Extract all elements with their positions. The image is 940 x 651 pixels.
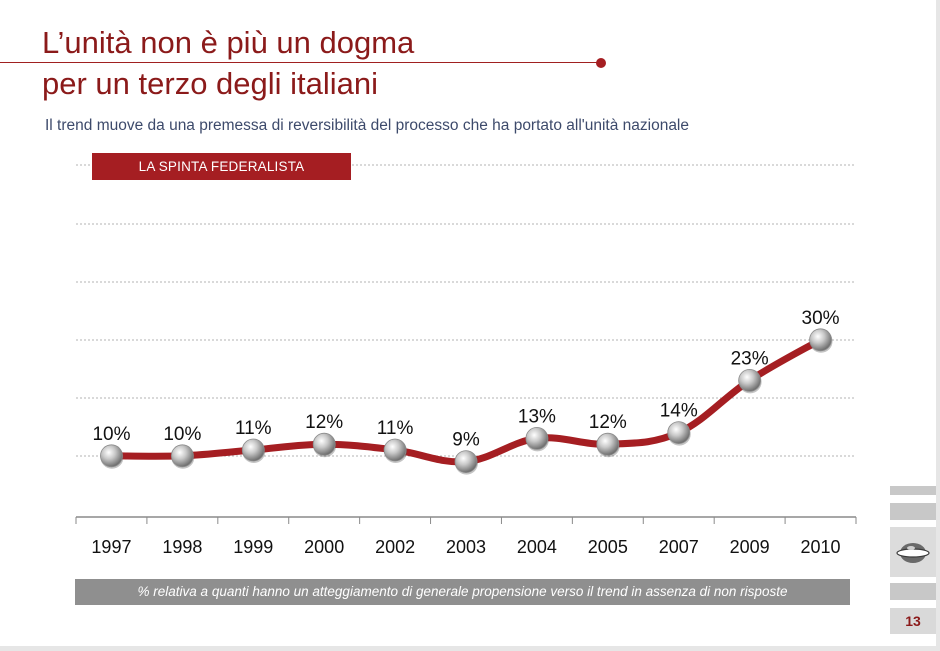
data-label: 12%	[589, 412, 627, 433]
side-decor-bar-3	[890, 583, 936, 600]
data-label: 14%	[660, 401, 698, 422]
slide-title-line-2: per un terzo degli italiani	[42, 66, 379, 101]
side-decor-bar-2	[890, 503, 936, 520]
x-tick-label: 2002	[375, 537, 415, 557]
data-label: 11%	[377, 418, 414, 439]
data-point	[525, 426, 549, 450]
data-point	[596, 432, 620, 456]
data-label: 23%	[731, 348, 769, 369]
x-tick-label: 1998	[162, 537, 202, 557]
slide-subtitle: Il trend muove da una premessa di revers…	[45, 117, 689, 134]
page-number: 13	[890, 608, 936, 634]
x-tick-label: 2009	[730, 537, 770, 557]
title-divider-dot	[596, 58, 606, 68]
data-label: 9%	[452, 430, 480, 451]
data-label: 10%	[163, 424, 201, 445]
logo-icon	[896, 543, 930, 563]
x-tick-label: 2004	[517, 537, 557, 557]
footnote: % relativa a quanti hanno un atteggiamen…	[75, 579, 850, 605]
data-point	[383, 438, 407, 462]
data-label: 11%	[235, 418, 272, 439]
x-tick-label: 2007	[659, 537, 699, 557]
data-label: 30%	[802, 308, 840, 329]
data-point	[241, 438, 265, 462]
data-label: 12%	[305, 412, 343, 433]
data-point	[100, 444, 123, 468]
x-tick-label: 2005	[588, 537, 628, 557]
data-label: 10%	[92, 424, 130, 445]
slide-title-line-1: L’unità non è più un dogma	[42, 25, 415, 60]
logo-box	[890, 527, 936, 577]
x-tick-label: 2010	[801, 537, 841, 557]
frame-bottom-edge	[0, 646, 940, 651]
data-point	[738, 368, 762, 392]
x-tick-label: 2003	[446, 537, 486, 557]
frame-right-edge	[936, 0, 940, 651]
data-point	[454, 450, 478, 474]
x-tick-label: 1999	[233, 537, 273, 557]
title-divider	[0, 62, 600, 63]
data-label: 13%	[518, 406, 556, 427]
side-decor-bar-1	[890, 486, 936, 495]
section-badge: LA SPINTA FEDERALISTA	[92, 153, 351, 180]
data-point	[170, 444, 194, 468]
data-point	[667, 421, 691, 445]
x-tick-label: 2000	[304, 537, 344, 557]
data-point	[809, 328, 832, 352]
data-point	[312, 432, 336, 456]
x-tick-label: 1997	[91, 537, 131, 557]
